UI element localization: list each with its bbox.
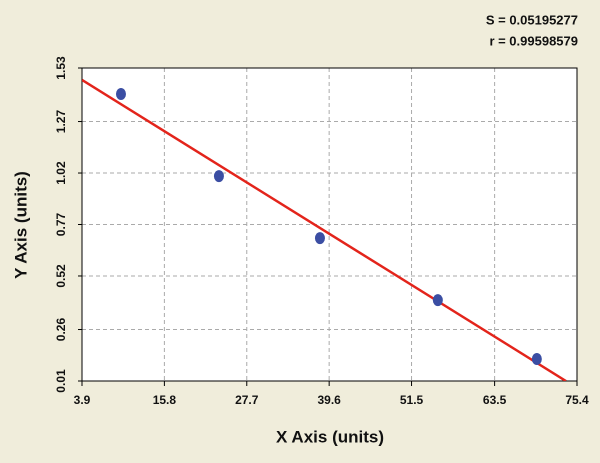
y-tick-label: 0.52 <box>54 264 68 288</box>
x-axis-title: X Axis (units) <box>276 427 384 446</box>
x-tick-label: 15.8 <box>153 393 177 407</box>
y-tick-label: 1.53 <box>54 56 68 80</box>
y-tick-label: 1.27 <box>54 110 68 134</box>
data-point <box>531 352 542 365</box>
x-tick-label: 39.6 <box>317 393 341 407</box>
y-axis-title: Y Axis (units) <box>11 171 30 279</box>
annotation: r = 0.99598579 <box>489 33 578 48</box>
data-point <box>115 87 126 100</box>
x-tick-label: 27.7 <box>235 393 259 407</box>
y-tick-label: 1.02 <box>54 161 68 185</box>
annotation: S = 0.05195277 <box>486 12 578 27</box>
data-point <box>213 170 224 183</box>
y-tick-label: 0.01 <box>54 369 68 393</box>
x-tick-label: 3.9 <box>74 393 91 407</box>
y-tick-label: 0.77 <box>54 212 68 236</box>
x-tick-label: 75.4 <box>565 393 589 407</box>
data-point <box>432 294 443 307</box>
x-tick-label: 63.5 <box>483 393 507 407</box>
data-point <box>314 232 325 245</box>
plot-border <box>81 67 578 382</box>
x-tick-label: 51.5 <box>400 393 424 407</box>
fit-line <box>82 78 567 381</box>
y-tick-label: 0.26 <box>54 318 68 342</box>
